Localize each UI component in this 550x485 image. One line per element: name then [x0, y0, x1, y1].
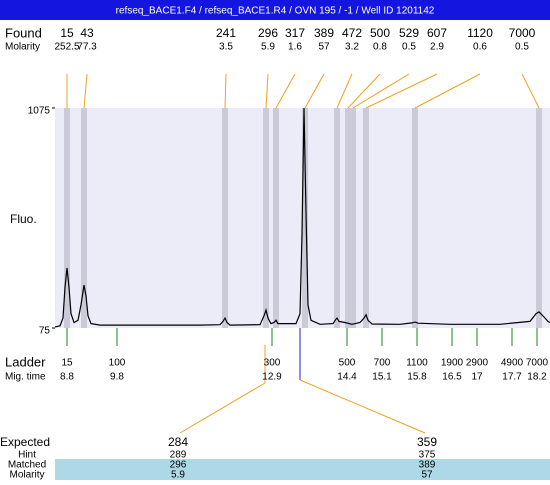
ladder-size: 2900: [466, 358, 489, 369]
ladder-size: 500: [339, 358, 356, 369]
found-size: 607: [427, 26, 447, 40]
found-size: 241: [216, 26, 236, 40]
row-value: 375: [419, 450, 436, 461]
found-connector: [336, 73, 353, 109]
chart-title: refseq_BACE1.F4 / refseq_BACE1.R4 / OVN …: [116, 6, 435, 17]
found-size: 296: [258, 26, 278, 40]
found-molarity: 77.3: [77, 42, 97, 53]
row-label: Hint: [18, 450, 36, 461]
found-band: [363, 108, 369, 328]
found-molarity: 57: [318, 42, 330, 53]
found-connector: [365, 73, 438, 109]
found-molarity: 0.8: [373, 42, 387, 53]
found-size: 317: [285, 26, 305, 40]
ladder-size: 15: [61, 358, 73, 369]
mig-time: 9.8: [110, 372, 124, 383]
mig-time: 17: [471, 372, 483, 383]
found-band: [350, 108, 356, 328]
found-size: 1120: [467, 26, 493, 40]
mig-time: 15.8: [407, 372, 427, 383]
row-value: 289: [170, 450, 187, 461]
ladder-size: 1900: [441, 358, 464, 369]
found-label: Found: [5, 25, 42, 40]
found-molarity: 252.5: [54, 42, 79, 53]
found-size: 389: [314, 26, 334, 40]
mig-time-label: Mig. time: [5, 372, 46, 383]
row-label: Matched: [8, 460, 46, 471]
found-size: 15: [60, 26, 74, 40]
mig-time: 8.8: [60, 372, 74, 383]
found-band: [536, 108, 542, 328]
ladder-size: 300: [264, 358, 281, 369]
row-value: 389: [419, 460, 436, 471]
ladder-size: 4900: [501, 358, 524, 369]
found-molarity: 1.6: [288, 42, 302, 53]
found-molarity: 0.5: [515, 42, 529, 53]
connector: [179, 382, 266, 434]
found-molarity: 3.5: [219, 42, 233, 53]
ladder-size: 700: [374, 358, 391, 369]
expected-value: 284: [168, 435, 188, 449]
row-label: Molarity: [9, 470, 44, 480]
found-connector: [352, 73, 410, 109]
found-size: 7000: [509, 26, 536, 40]
row-value: 5.9: [171, 470, 185, 480]
ladder-size: 1100: [406, 358, 428, 369]
row-value: 296: [170, 460, 187, 471]
y-axis-label: Fluo.: [10, 212, 37, 226]
found-band: [64, 108, 70, 328]
found-connector: [83, 73, 88, 109]
found-band: [263, 108, 269, 328]
found-size: 529: [399, 26, 419, 40]
title-bar: [0, 0, 550, 20]
found-size: 43: [80, 26, 94, 40]
found-connector: [414, 73, 481, 109]
row-value: 57: [421, 470, 433, 480]
ladder-label: Ladder: [5, 354, 46, 369]
mig-time: 14.4: [337, 372, 357, 383]
y-tick-label: 75: [39, 326, 51, 337]
connector: [299, 379, 426, 434]
found-connector: [521, 73, 540, 109]
found-molarity: 0.5: [402, 42, 416, 53]
found-connector: [347, 73, 381, 109]
expected-value: 359: [417, 435, 437, 449]
molarity-label: Molarity: [5, 42, 40, 53]
found-molarity: 5.9: [261, 42, 275, 53]
found-molarity: 0.6: [473, 42, 487, 53]
found-connector: [265, 73, 269, 109]
mig-time: 15.1: [372, 372, 392, 383]
expected-label: Expected: [0, 435, 50, 449]
found-molarity: 2.9: [430, 42, 444, 53]
found-band: [334, 108, 340, 328]
mig-time: 12.9: [262, 372, 282, 383]
found-band: [345, 108, 351, 328]
ladder-size: 100: [109, 358, 126, 369]
trace: [54, 107, 550, 328]
found-band: [412, 108, 418, 328]
matched-band: [55, 459, 550, 480]
mig-time: 17.7: [502, 372, 522, 383]
found-band: [222, 108, 228, 328]
mig-time: 16.5: [442, 372, 462, 383]
found-size: 500: [370, 26, 390, 40]
found-size: 472: [342, 26, 362, 40]
found-molarity: 3.2: [345, 42, 359, 53]
ladder-size: 7000: [526, 358, 549, 369]
y-tick-label: 1075: [28, 106, 51, 117]
found-band: [302, 108, 308, 328]
found-band: [81, 108, 87, 328]
found-connector: [224, 73, 227, 109]
found-connector: [304, 73, 325, 109]
found-band: [273, 108, 279, 328]
mig-time: 18.2: [527, 372, 547, 383]
found-connector: [275, 73, 296, 109]
